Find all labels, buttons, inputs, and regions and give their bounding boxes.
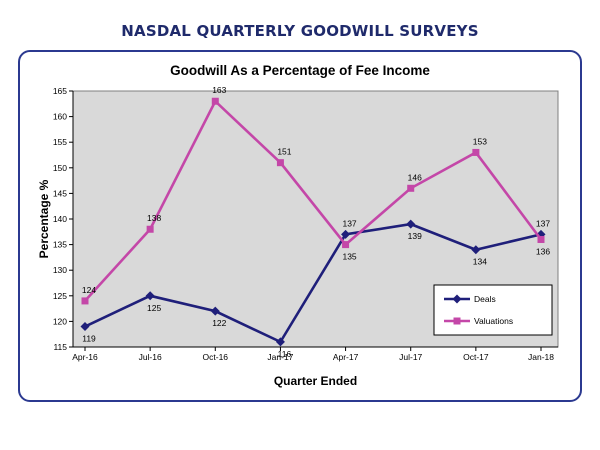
legend-label-deals: Deals — [474, 294, 496, 304]
data-label-valuations: 138 — [147, 213, 161, 223]
data-label-valuations: 146 — [408, 172, 422, 182]
y-tick-label: 125 — [53, 291, 67, 301]
data-point-valuations — [342, 241, 350, 249]
data-point-valuations — [211, 97, 219, 105]
legend-label-valuations: Valuations — [474, 316, 513, 326]
y-tick-label: 150 — [53, 163, 67, 173]
page-title: NASDAL QUARTERLY GOODWILL SURVEYS — [121, 22, 479, 40]
x-tick-label: Jul-17 — [399, 352, 422, 362]
data-label-deals: 137 — [342, 218, 356, 228]
chart-title: Goodwill As a Percentage of Fee Income — [170, 63, 430, 78]
y-tick-label: 165 — [53, 86, 67, 96]
legend-marker — [452, 294, 462, 304]
data-label-valuations: 135 — [342, 252, 356, 262]
data-label-deals: 139 — [408, 231, 422, 241]
legend-box — [433, 284, 553, 336]
data-point-valuations — [146, 225, 154, 233]
series-line-deals — [84, 222, 542, 344]
y-tick-label: 145 — [53, 188, 67, 198]
y-tick-label: 115 — [53, 342, 67, 352]
data-point-valuations — [407, 184, 415, 192]
data-label-valuations: 124 — [82, 285, 96, 295]
x-axis: Apr-16 Jul-16 Oct-16 Jan-17 Apr-17 Jul-17 Oct-… — [72, 346, 558, 362]
data-point-deals — [80, 322, 90, 332]
x-tick-label: Apr-16 — [72, 352, 98, 362]
data-point-valuations — [472, 148, 480, 156]
data-point-deals — [145, 291, 155, 301]
x-tick-label: Jan-17 — [267, 352, 293, 362]
series-layer — [80, 97, 546, 347]
y-axis-title: Percentage % — [37, 179, 51, 258]
data-label-valuations: 151 — [277, 147, 291, 157]
x-tick-label: Oct-16 — [203, 352, 229, 362]
legend-marker — [453, 317, 461, 325]
data-point-deals — [210, 306, 220, 316]
y-tick-label: 140 — [53, 214, 67, 224]
data-label-deals: 116 — [278, 349, 292, 359]
series-line-valuations — [84, 99, 543, 302]
data-label-deals: 122 — [212, 318, 226, 328]
data-label-deals: 125 — [147, 303, 161, 313]
y-tick-label: 155 — [53, 137, 67, 147]
data-label-valuations: 153 — [473, 136, 487, 146]
data-point-valuations — [537, 235, 545, 243]
data-point-valuations — [276, 159, 284, 167]
data-point-deals — [406, 219, 416, 229]
x-tick-label: Jan-18 — [528, 352, 554, 362]
data-label-deals: 134 — [473, 257, 487, 267]
data-label-valuations: 136 — [536, 246, 550, 256]
x-tick-label: Jul-16 — [139, 352, 162, 362]
legend: Deals Valuations — [433, 284, 553, 336]
x-tick-label: Apr-17 — [333, 352, 359, 362]
data-label-deals: 119 — [82, 334, 96, 344]
data-point-valuations — [81, 297, 89, 305]
x-tick-label: Oct-17 — [463, 352, 489, 362]
data-point-deals — [275, 337, 285, 347]
data-label-valuations: 163 — [212, 85, 226, 95]
data-point-deals — [341, 229, 351, 239]
x-axis-title: Quarter Ended — [274, 374, 357, 388]
y-tick-label: 135 — [53, 240, 67, 250]
data-label-deals: 137 — [536, 218, 550, 228]
y-tick-label: 130 — [53, 265, 67, 275]
data-labels: 119 125 122 116 137 139 134 137 124 138 163 151 135 1… — [82, 85, 550, 359]
y-tick-label: 120 — [53, 316, 67, 326]
data-point-deals — [471, 245, 481, 255]
y-tick-label: 160 — [53, 112, 67, 122]
y-axis: 115 120 125 130 135 140 145 150 155 160 165 — [53, 86, 74, 352]
